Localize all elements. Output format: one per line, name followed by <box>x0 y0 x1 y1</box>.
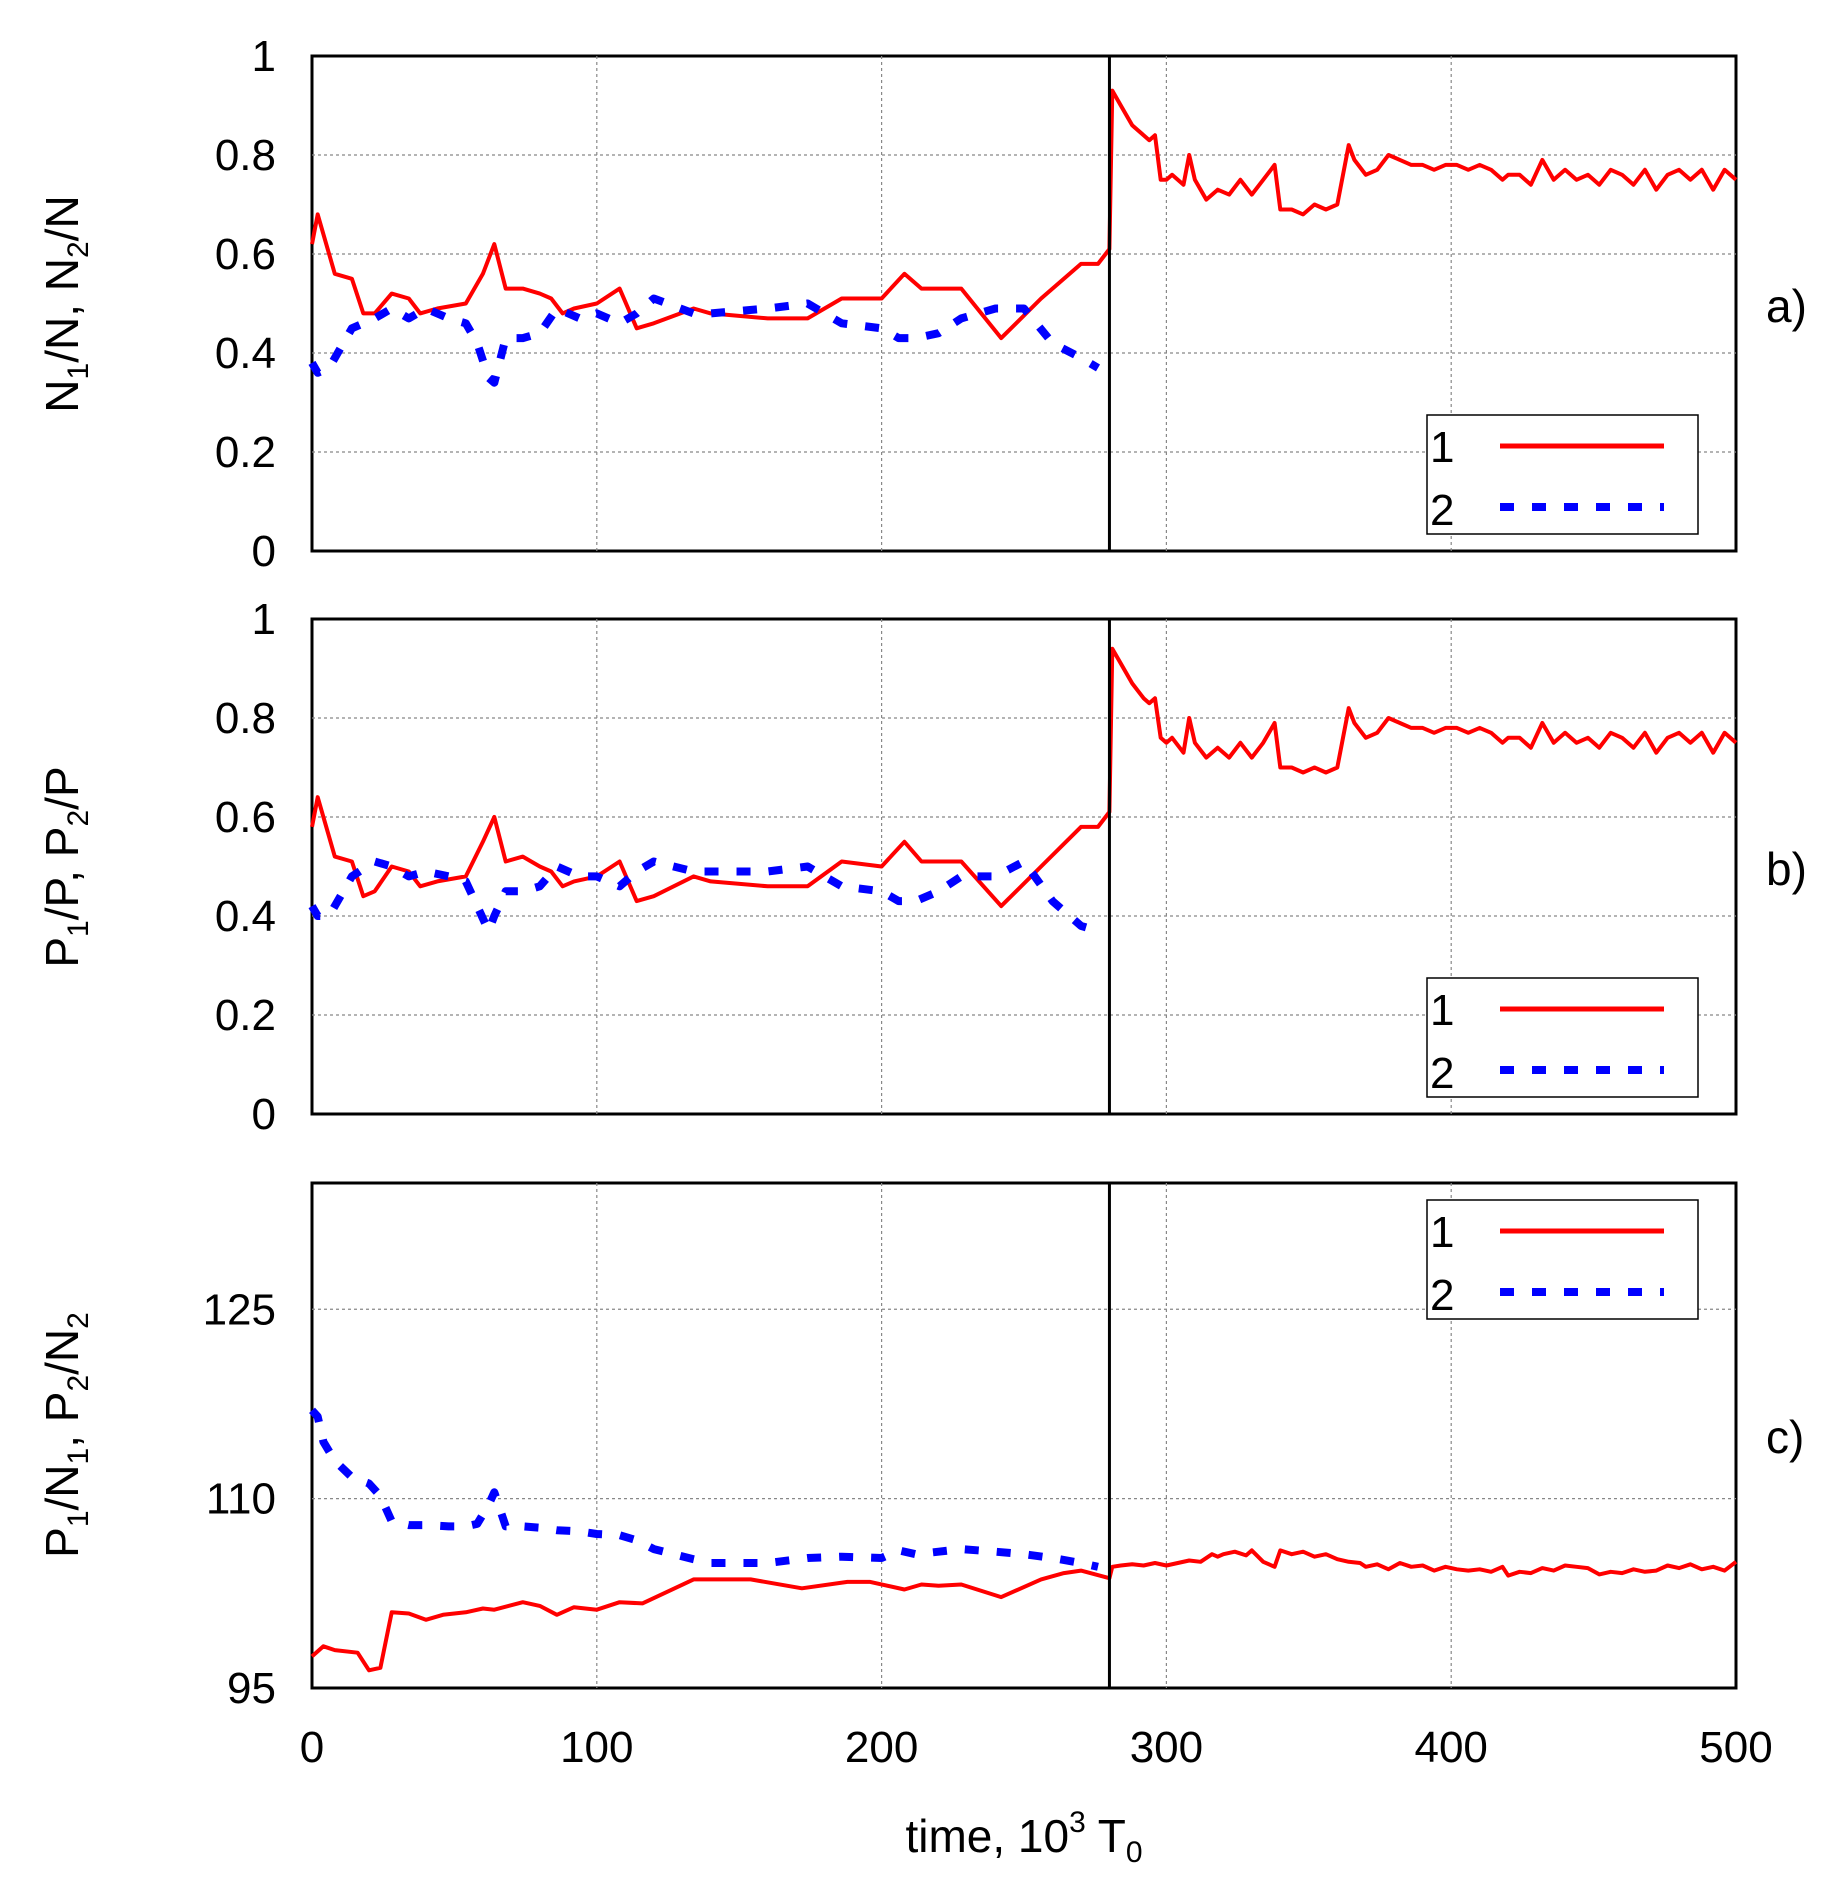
x-tick-label: 300 <box>1130 1723 1203 1772</box>
legend-entry-2-c: 2 <box>1430 1271 1454 1320</box>
x-tick-labels: 0 100 200 300 400 500 <box>300 1723 1773 1772</box>
panel-c: 95 110 125 1 2 c) P1/N1, P2/N2 <box>36 1181 1804 1713</box>
y-tick-label-a: 0.4 <box>215 329 276 378</box>
series-b <box>308 646 1738 935</box>
legend-a: 1 2 <box>1426 414 1699 535</box>
y-ticks-a: 0 0.2 0.4 0.6 0.8 1 <box>215 32 276 576</box>
series-2-line-b <box>308 857 1100 935</box>
x-tick-label: 200 <box>845 1723 918 1772</box>
y-tick-label-c: 125 <box>203 1285 276 1334</box>
y-tick-label-b: 1 <box>252 595 276 644</box>
series-c <box>309 1407 1738 1673</box>
y-axis-label-b: P1/P, P2/P <box>36 766 95 967</box>
y-ticks-c: 95 110 125 <box>203 1285 276 1713</box>
y-tick-label-b: 0.2 <box>215 991 276 1040</box>
legend-entry-1-a: 1 <box>1430 423 1454 472</box>
y-axis-label-c: P1/N1, P2/N2 <box>36 1312 95 1558</box>
legend-entry-1-b: 1 <box>1430 986 1454 1035</box>
series-1-line-a <box>310 88 1738 341</box>
y-tick-label-b: 0.4 <box>215 892 276 941</box>
legend-entry-1-c: 1 <box>1430 1208 1454 1257</box>
x-tick-label: 100 <box>560 1723 633 1772</box>
panel-a: 0 0.2 0.4 0.6 0.8 1 1 2 a) N1/N, N2/N <box>36 32 1807 576</box>
x-tick-label: 400 <box>1414 1723 1487 1772</box>
series-1-line-c <box>310 1548 1738 1673</box>
y-tick-label-c: 95 <box>227 1664 276 1713</box>
y-tick-label-a: 0.2 <box>215 428 276 477</box>
y-tick-label-a: 0.8 <box>215 131 276 180</box>
panel-b: 0 0.2 0.4 0.6 0.8 1 1 2 b) P1/P, P2/P <box>36 595 1807 1139</box>
y-axis-label-a: N1/N, N2/N <box>36 195 95 412</box>
legend-entry-2-a: 2 <box>1430 486 1454 535</box>
series-a <box>308 88 1738 387</box>
x-tick-label: 500 <box>1699 1723 1772 1772</box>
series-1-line-b <box>310 646 1738 909</box>
series-2-line-a <box>308 294 1101 387</box>
legend-box-a <box>1426 414 1699 535</box>
y-tick-label-a: 0 <box>252 527 276 576</box>
legend-c: 1 2 <box>1426 1199 1699 1320</box>
y-tick-label-b: 0 <box>252 1090 276 1139</box>
panel-label-c: c) <box>1766 1411 1804 1463</box>
x-axis-label: time, 103 T0 <box>905 1806 1142 1869</box>
legend-b: 1 2 <box>1426 977 1699 1098</box>
y-ticks-b: 0 0.2 0.4 0.6 0.8 1 <box>215 595 276 1139</box>
x-tick-label: 0 <box>300 1723 324 1772</box>
y-tick-label-a: 0.6 <box>215 230 276 279</box>
y-tick-label-b: 0.6 <box>215 793 276 842</box>
legend-box-b <box>1426 977 1699 1098</box>
panel-label-b: b) <box>1766 843 1807 895</box>
y-tick-label-c: 110 <box>206 1475 276 1524</box>
y-tick-label-a: 1 <box>252 32 276 81</box>
y-tick-label-b: 0.8 <box>215 694 276 743</box>
panel-label-a: a) <box>1766 280 1807 332</box>
legend-entry-2-b: 2 <box>1430 1049 1454 1098</box>
legend-box-c <box>1426 1199 1699 1320</box>
